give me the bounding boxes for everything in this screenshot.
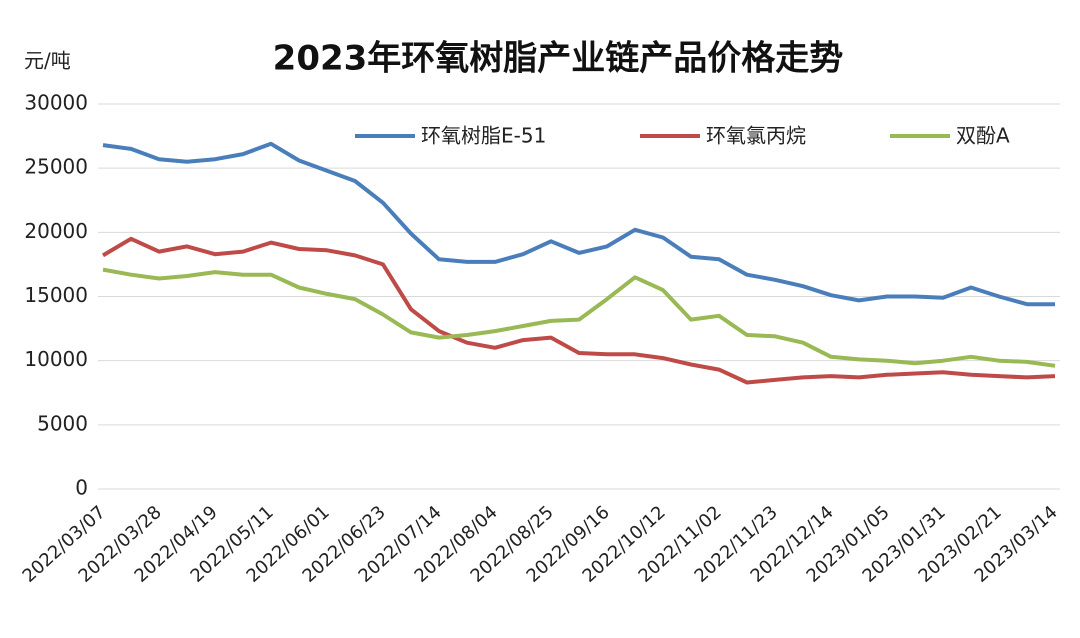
- y-tick-label: 5000: [37, 411, 88, 435]
- y-tick-label: 20000: [24, 219, 88, 243]
- y-tick-label: 30000: [24, 91, 88, 115]
- legend-label: 双酚A: [956, 124, 1010, 148]
- y-tick-label: 15000: [24, 283, 88, 307]
- y-tick-label: 0: [75, 476, 88, 500]
- series-line: [102, 141, 1055, 307]
- y-axis-label: 元/吨: [24, 49, 71, 73]
- y-tick-label: 10000: [24, 347, 88, 371]
- series-line: [101, 236, 1056, 385]
- series-line: [102, 267, 1056, 368]
- legend-label: 环氧树脂E-51: [421, 124, 546, 148]
- legend-label: 环氧氯丙烷: [706, 124, 806, 148]
- y-tick-label: 25000: [24, 155, 88, 179]
- chart-title: 2023年环氧树脂产业链产品价格走势: [273, 39, 844, 79]
